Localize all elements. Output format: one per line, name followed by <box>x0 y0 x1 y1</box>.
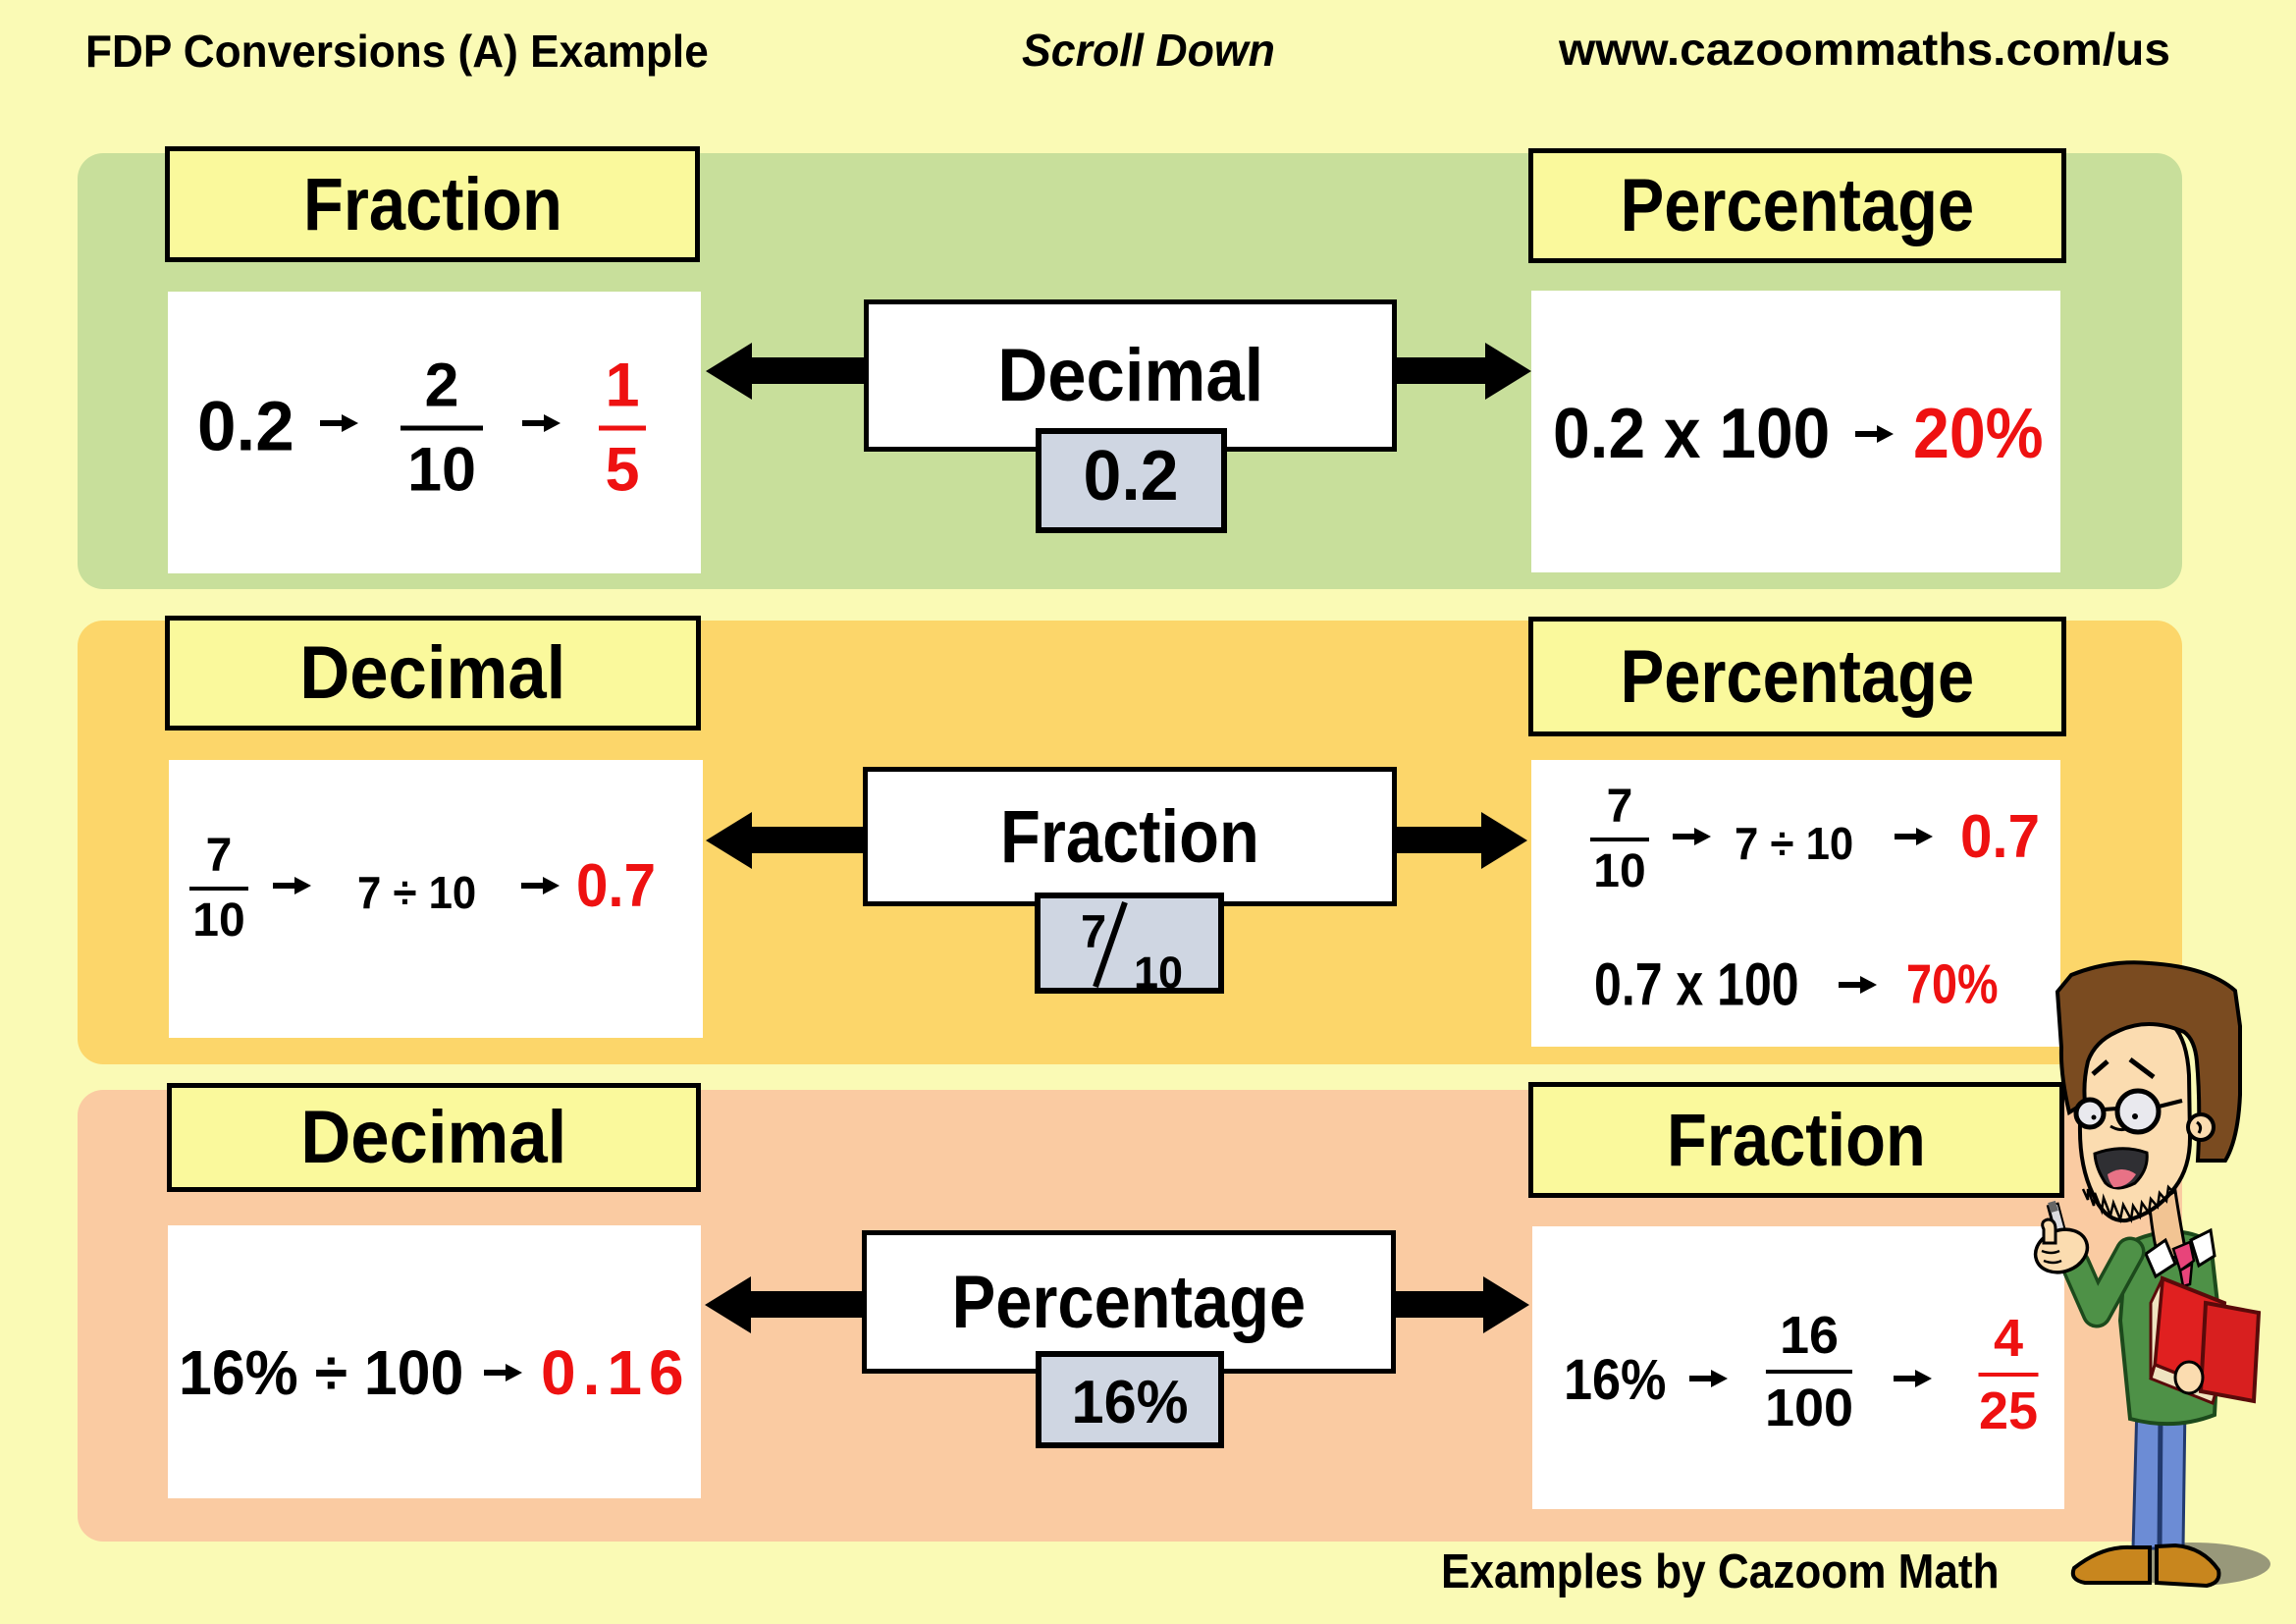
svg-text:7: 7 <box>1081 905 1106 957</box>
svg-text:10: 10 <box>1134 947 1183 994</box>
